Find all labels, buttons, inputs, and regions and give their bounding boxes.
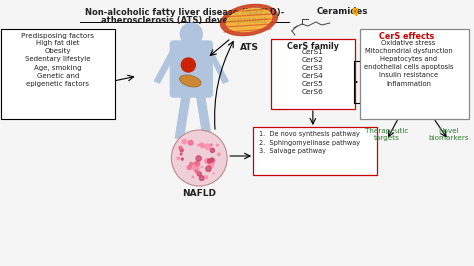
Circle shape [210, 148, 215, 152]
Circle shape [201, 167, 202, 168]
Circle shape [205, 144, 210, 149]
Circle shape [210, 144, 212, 146]
Circle shape [196, 162, 198, 165]
Circle shape [200, 143, 204, 147]
Circle shape [205, 159, 210, 163]
Circle shape [218, 153, 220, 156]
FancyBboxPatch shape [170, 41, 212, 97]
Text: Non-alcoholic fatty liver disease (NAFLD)-: Non-alcoholic fatty liver disease (NAFLD… [85, 8, 284, 17]
Circle shape [192, 166, 196, 170]
Circle shape [188, 140, 193, 145]
Circle shape [194, 161, 200, 167]
Circle shape [210, 158, 214, 163]
FancyBboxPatch shape [360, 29, 469, 119]
Text: Oxidative stress
Mitochondrial dysfunction
Hepatocytes and
endothelial cells apo: Oxidative stress Mitochondrial dysfuncti… [364, 40, 453, 86]
Text: Ceramides: Ceramides [317, 7, 368, 16]
Ellipse shape [227, 9, 272, 32]
Circle shape [187, 165, 191, 169]
Circle shape [192, 176, 194, 178]
FancyBboxPatch shape [271, 39, 355, 109]
Polygon shape [155, 46, 178, 83]
Circle shape [201, 144, 204, 148]
Circle shape [197, 172, 201, 176]
Circle shape [208, 159, 211, 163]
Circle shape [208, 159, 210, 161]
Circle shape [182, 139, 187, 144]
Circle shape [213, 160, 215, 162]
FancyBboxPatch shape [253, 127, 377, 175]
Circle shape [180, 23, 202, 45]
Circle shape [209, 162, 214, 167]
Circle shape [177, 157, 180, 160]
Ellipse shape [220, 5, 278, 36]
Text: NAFLD: NAFLD [182, 189, 216, 198]
Circle shape [196, 156, 201, 161]
Text: 1.  De novo synthesis pathway
2.  Sphingomyelinase pathway
3.  Salvage pathway: 1. De novo synthesis pathway 2. Sphingom… [259, 131, 360, 155]
Circle shape [195, 170, 198, 173]
Circle shape [180, 149, 183, 152]
Text: CerS effects: CerS effects [379, 32, 434, 41]
Circle shape [196, 171, 199, 173]
Circle shape [197, 168, 200, 170]
Text: High fat diet
Obesity
Sedentary lifestyle
Age, smoking
Genetic and
epigenetic fa: High fat diet Obesity Sedentary lifestyl… [25, 40, 91, 87]
FancyBboxPatch shape [187, 41, 195, 47]
Ellipse shape [180, 75, 201, 87]
Text: Predisposing factors: Predisposing factors [21, 33, 94, 39]
Circle shape [205, 176, 208, 178]
Text: CerS1
CerS2
CerS3
CerS4
CerS5
CerS6: CerS1 CerS2 CerS3 CerS4 CerS5 CerS6 [302, 49, 324, 94]
Circle shape [200, 176, 204, 180]
Circle shape [182, 58, 195, 72]
Circle shape [180, 153, 182, 155]
Circle shape [210, 158, 214, 162]
Circle shape [216, 144, 218, 146]
Polygon shape [175, 94, 190, 138]
Text: Therapeutic
targets: Therapeutic targets [365, 128, 408, 141]
Circle shape [198, 144, 199, 146]
Text: ATS: ATS [239, 43, 259, 52]
Circle shape [190, 162, 193, 165]
Circle shape [206, 166, 211, 172]
Polygon shape [206, 46, 228, 83]
Text: CerS family: CerS family [287, 42, 339, 51]
Polygon shape [196, 94, 211, 138]
Circle shape [213, 173, 214, 174]
Text: Novel
biomarkers: Novel biomarkers [428, 128, 469, 141]
Text: atherosclerosis (ATS) development: atherosclerosis (ATS) development [101, 16, 267, 25]
FancyBboxPatch shape [1, 29, 115, 119]
Circle shape [181, 158, 183, 160]
Circle shape [172, 130, 227, 186]
Circle shape [179, 146, 182, 149]
